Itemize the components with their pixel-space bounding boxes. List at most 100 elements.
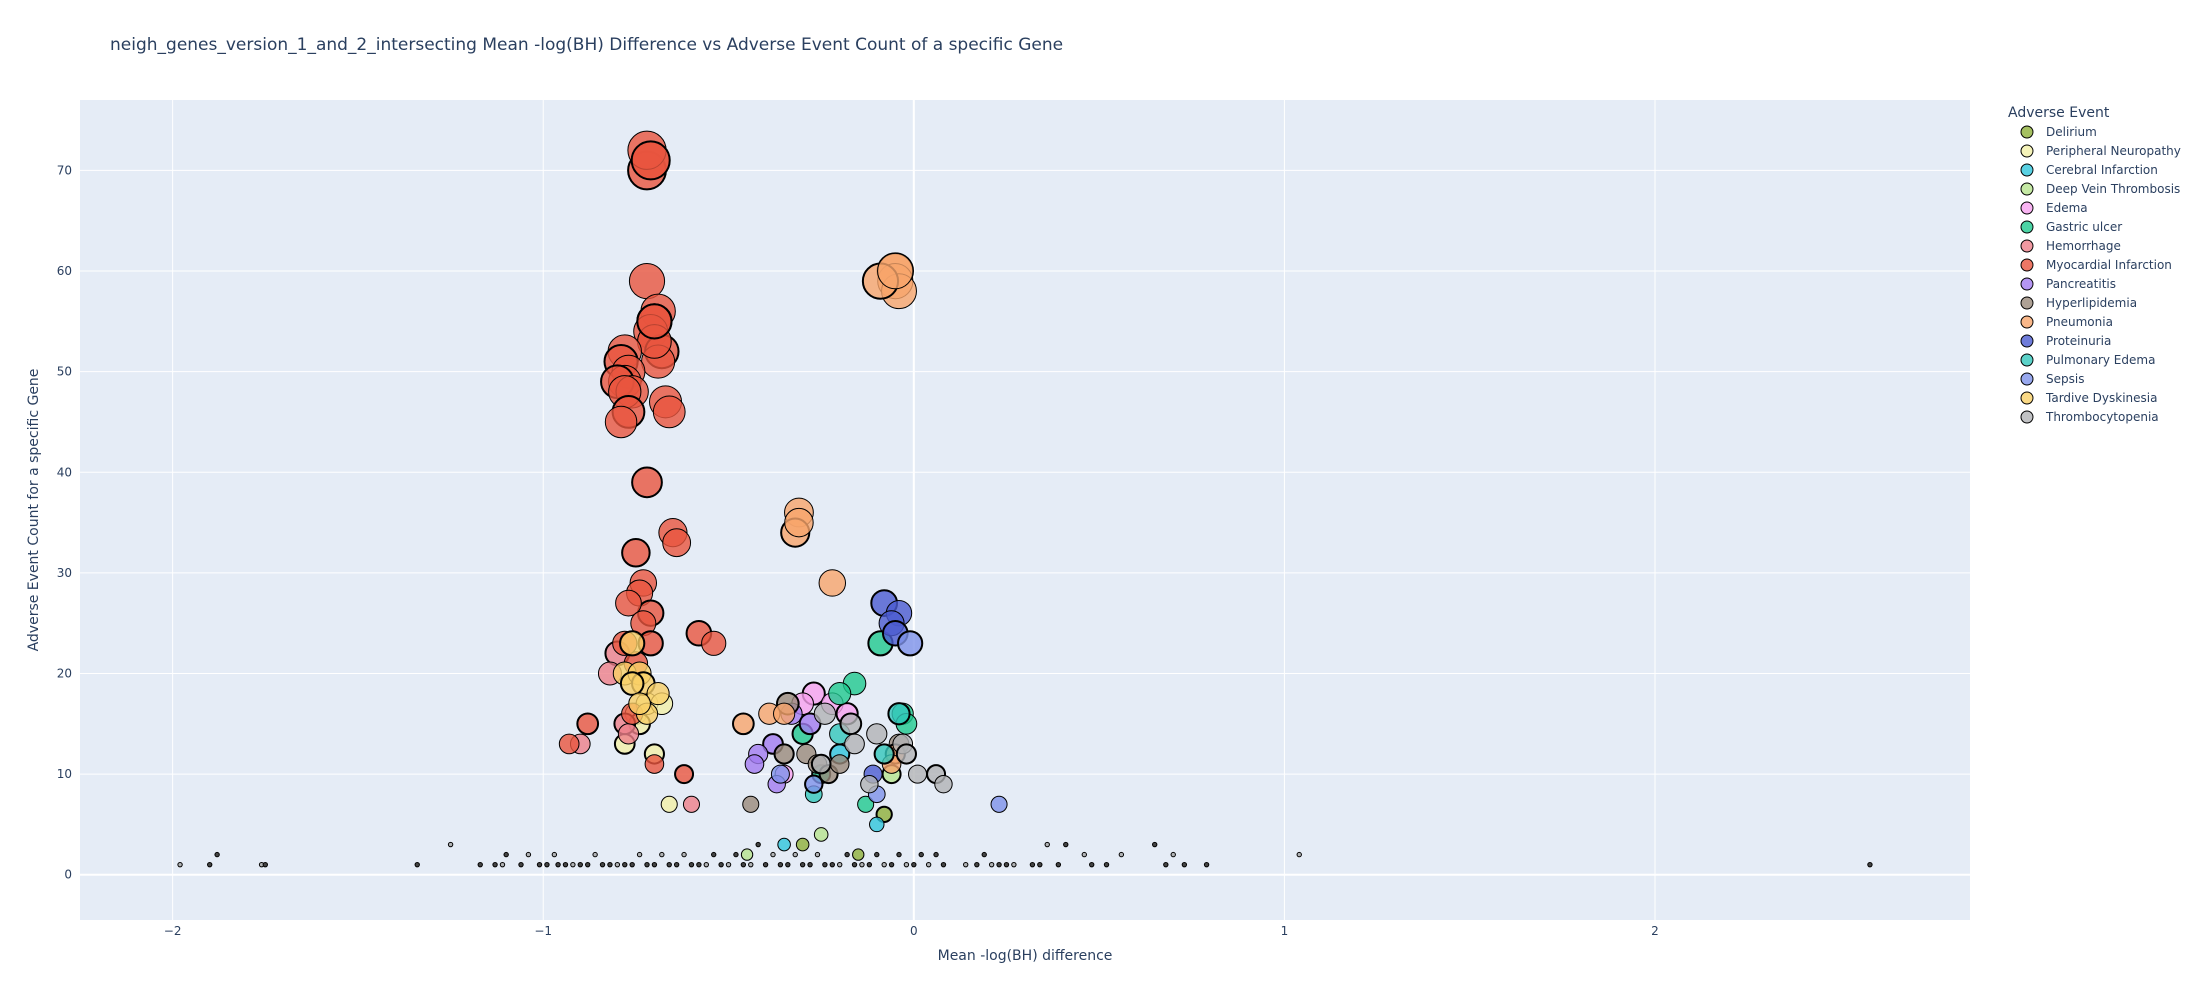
grid-lines [80,100,1970,920]
baseline-point [829,861,835,868]
data-point [674,764,695,785]
legend-item-label: Hyperlipidemia [2046,296,2137,310]
data-point [660,795,678,813]
y-tick-label: 20 [57,666,72,680]
data-point [744,754,765,774]
legend-marker [2020,125,2034,139]
data-point [740,848,754,861]
legend-marker [2020,353,2034,367]
data-point [731,712,755,736]
data-point [828,682,852,706]
data-point [770,764,790,784]
baseline-point [896,851,902,858]
baseline-point [447,841,454,848]
legend-item-label: Proteinuria [2046,334,2111,348]
baseline-point [933,851,939,858]
baseline-point [570,861,576,868]
plot-area [80,100,1970,920]
legend-item-label: Peripheral Neuropathy [2046,144,2181,158]
baseline-point [703,861,709,868]
baseline-point [562,861,569,868]
baseline-point [696,861,702,868]
data-point [742,795,760,813]
baseline-point [792,851,798,858]
baseline-point [859,861,865,868]
legend-marker [2020,296,2034,310]
legend-marker [2020,144,2034,158]
data-point [869,816,885,833]
baseline-point [748,861,754,868]
data-point [652,395,686,429]
data-point [621,538,651,568]
data-point [662,528,692,558]
data-point [990,795,1008,813]
baseline-point [799,861,806,868]
data-point [844,733,865,755]
baseline-point [963,861,969,868]
baseline-point [477,861,483,868]
data-point [908,764,928,784]
baseline-point [981,851,987,858]
baseline-point [414,861,420,868]
legend-item-label: Hemorrhage [2046,239,2121,253]
data-point [636,303,673,340]
data-point [628,692,651,716]
legend-marker [2020,277,2034,291]
baseline-point [666,861,672,868]
legend-item-label: Sepsis [2046,372,2084,386]
baseline-point [874,851,880,858]
data-point [619,671,645,696]
baseline-point [807,861,813,868]
data-point [866,723,888,745]
baseline-point [851,861,858,868]
legend-marker [2020,258,2034,272]
baseline-point [822,861,828,868]
baseline-point [740,861,747,868]
baseline-point [866,861,873,868]
baseline-point [988,861,995,868]
baseline-point [925,861,932,868]
data-point [873,743,895,765]
baseline-point [762,861,769,868]
baseline-point [536,861,543,868]
baseline-point [996,861,1002,868]
data-point [576,712,600,736]
baseline-point [777,861,784,868]
baseline-point [785,861,791,868]
baseline-point [614,861,621,868]
baseline-point [214,851,220,858]
x-tick-label: −1 [534,924,552,938]
data-point [619,630,646,657]
legend-item-label: Pneumonia [2046,315,2113,329]
baseline-point [837,861,843,868]
baseline-point [911,861,917,868]
x-tick-label: 1 [1281,924,1289,938]
data-point [628,263,666,300]
baseline-point [518,861,524,868]
baseline-point [177,861,183,868]
y-tick-label: 30 [57,566,72,580]
legend-item-label: Pulmonary Edema [2046,353,2155,367]
legend-marker [2020,201,2034,215]
y-axis-label: Adverse Event Count for a specific Gene [26,369,42,652]
data-point [784,507,814,538]
baseline-point [585,861,591,868]
baseline-point [1003,861,1010,868]
baseline-point [940,861,947,868]
data-markers [177,130,1873,868]
baseline-point [544,861,550,868]
baseline-point [1044,841,1050,848]
data-point [860,774,879,794]
baseline-point [888,861,895,868]
baseline-point [262,861,268,868]
baseline-point [881,861,887,868]
legend-item-label: Pancreatitis [2046,277,2116,291]
baseline-point [711,851,717,858]
baseline-point [1037,861,1043,868]
data-point [813,827,829,842]
baseline-point [1181,861,1188,868]
baseline-point [1063,841,1069,848]
baseline-point [551,851,558,858]
legend-item-label: Gastric ulcer [2046,220,2122,234]
